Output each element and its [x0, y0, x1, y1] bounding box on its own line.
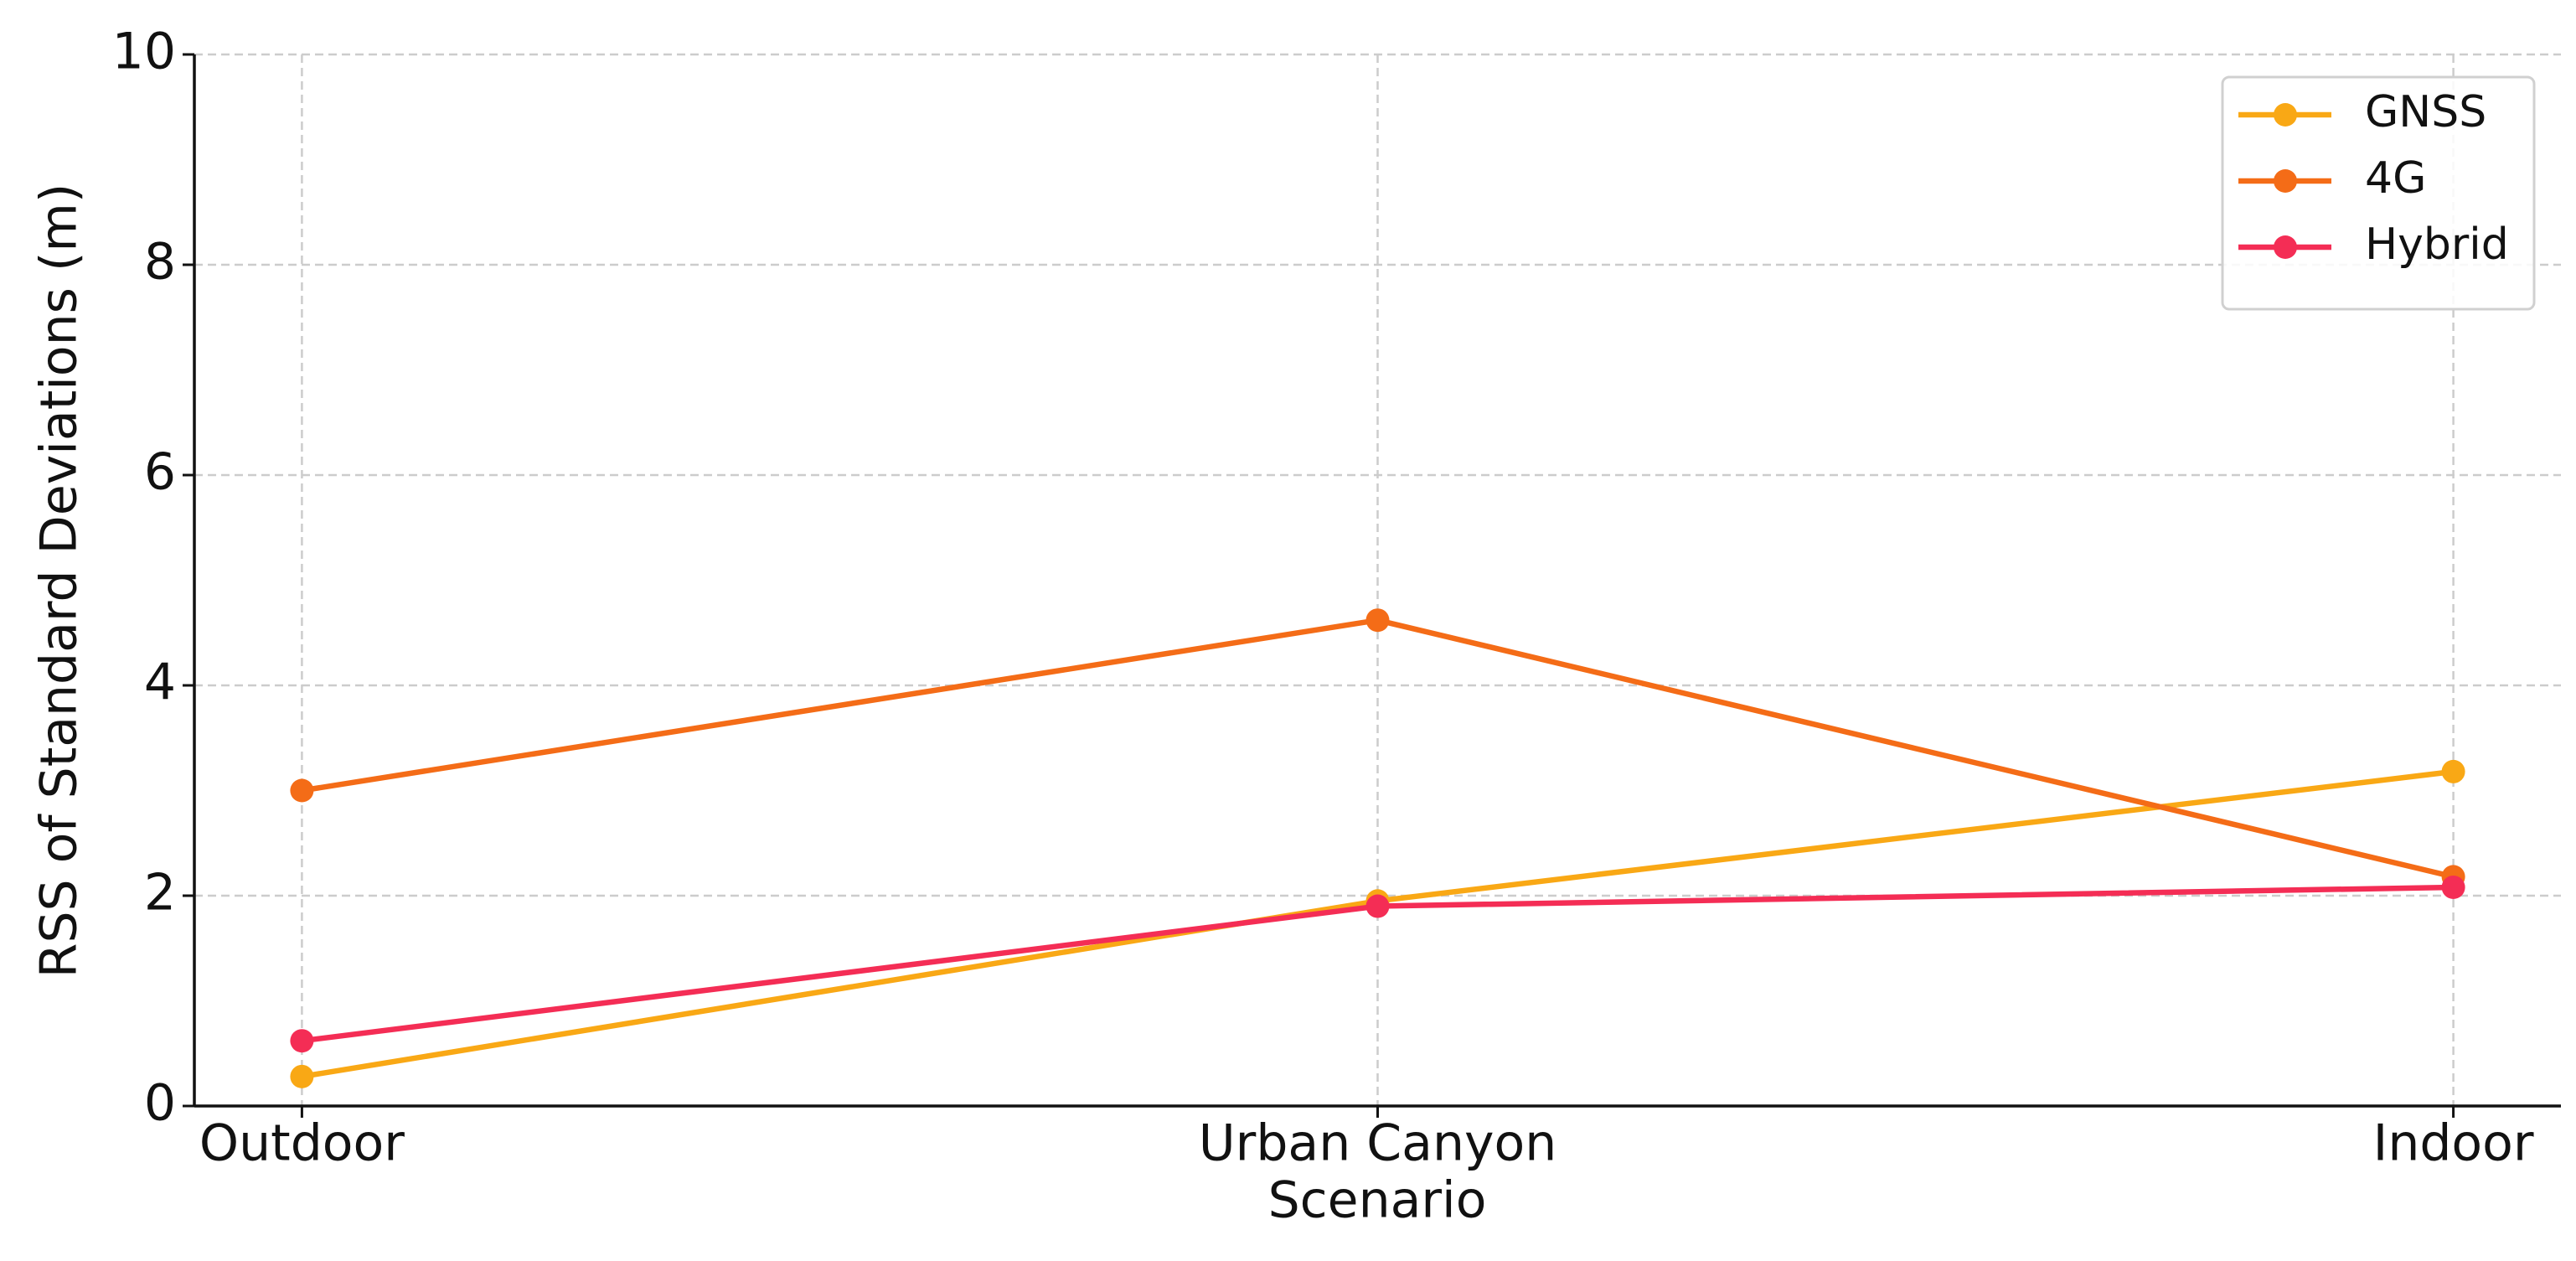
y-tick-label: 0: [144, 1074, 176, 1133]
legend-label: Hybrid: [2365, 220, 2509, 270]
x-tick-label: Indoor: [2373, 1114, 2534, 1173]
legend-marker: [2274, 103, 2297, 127]
legend-label: GNSS: [2365, 87, 2486, 137]
x-tick-label: Urban Canyon: [1199, 1114, 1556, 1173]
data-point: [1365, 894, 1390, 918]
legend-marker: [2274, 235, 2297, 259]
data-point: [1365, 608, 1390, 633]
y-axis-label: RSS of Standard Deviations (m): [30, 183, 89, 978]
y-tick-label: 10: [112, 23, 176, 81]
data-point: [2441, 759, 2465, 783]
legend-label: 4G: [2365, 153, 2426, 204]
y-tick-label: 8: [144, 233, 176, 292]
y-tick-label: 6: [144, 443, 176, 502]
data-point: [290, 1064, 314, 1088]
series-line: [301, 768, 2454, 1080]
y-tick-label: 2: [144, 864, 176, 922]
data-point: [290, 1029, 314, 1053]
legend-marker: [2274, 169, 2297, 193]
data-point: [2441, 875, 2465, 899]
x-axis-label: Scenario: [1268, 1171, 1487, 1230]
x-tick-label: Outdoor: [199, 1114, 405, 1173]
y-tick-label: 4: [144, 654, 176, 712]
legend-box: [2221, 75, 2536, 311]
data-point: [290, 778, 314, 803]
